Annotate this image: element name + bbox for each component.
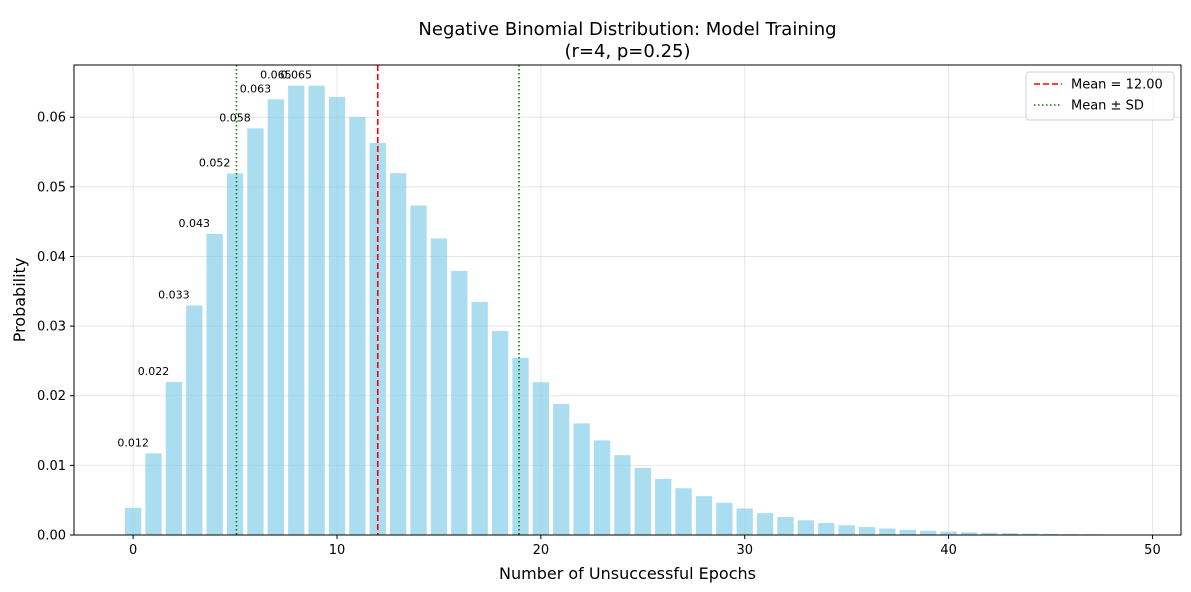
bar xyxy=(797,520,815,535)
bar xyxy=(451,270,468,535)
bar xyxy=(349,116,366,535)
bar xyxy=(410,205,427,536)
bar xyxy=(532,382,550,535)
legend: Mean = 12.00 Mean ± SD xyxy=(1025,71,1175,121)
bar xyxy=(124,507,142,535)
data-labels: 0.0120.0220.0330.0430.0520.0580.0630.065… xyxy=(117,69,312,450)
bar xyxy=(1021,533,1039,535)
ticks: 0 10 20 30 40 50 0.00 0.01 0.02 0.03 0.04 0.05 0.06 xyxy=(37,111,1161,558)
data-label: 0.065 xyxy=(260,69,292,82)
x-tick-label: 30 xyxy=(736,543,753,558)
bar xyxy=(858,527,876,535)
bar xyxy=(838,525,855,535)
bar xyxy=(634,467,651,535)
bar xyxy=(471,301,488,535)
bar xyxy=(512,357,529,535)
x-tick-label: 50 xyxy=(1144,543,1161,558)
legend-sd-label: Mean ± SD xyxy=(1071,99,1144,114)
x-tick-label: 20 xyxy=(533,543,550,558)
bar xyxy=(247,128,264,535)
bar xyxy=(818,523,835,535)
bar xyxy=(777,517,794,535)
bar xyxy=(593,440,611,535)
bar xyxy=(879,528,896,535)
bar xyxy=(165,382,183,535)
bar xyxy=(328,96,346,536)
bar xyxy=(553,404,570,535)
data-label: 0.043 xyxy=(179,217,211,230)
bar xyxy=(756,513,774,535)
bar xyxy=(491,331,509,535)
chart-subtitle: (r=4, p=0.25) xyxy=(564,41,690,62)
x-tick-label: 40 xyxy=(940,543,957,558)
reference-lines xyxy=(235,65,520,535)
y-tick-label: 0.05 xyxy=(37,180,66,195)
bars xyxy=(124,85,1141,536)
y-tick-label: 0.04 xyxy=(37,250,66,265)
data-label: 0.052 xyxy=(199,157,231,170)
bar xyxy=(920,530,937,535)
data-label: 0.058 xyxy=(219,111,251,124)
y-tick-label: 0.02 xyxy=(37,389,66,404)
data-label: 0.022 xyxy=(138,365,170,378)
y-tick-label: 0.00 xyxy=(37,529,66,544)
data-label: 0.065 xyxy=(280,69,312,82)
bar xyxy=(960,532,978,535)
bar xyxy=(1001,533,1018,535)
bar xyxy=(288,85,305,536)
legend-mean-label: Mean = 12.00 xyxy=(1071,78,1163,93)
y-tick-label: 0.01 xyxy=(37,459,66,474)
bar xyxy=(655,478,672,535)
bar xyxy=(308,85,325,536)
bar xyxy=(1042,533,1059,535)
bar xyxy=(695,496,713,535)
bar xyxy=(389,173,407,535)
bar xyxy=(145,453,162,535)
bar xyxy=(573,423,590,535)
data-label: 0.063 xyxy=(240,82,272,95)
bar xyxy=(430,238,448,536)
bar xyxy=(186,305,203,535)
y-tick-label: 0.06 xyxy=(37,111,66,126)
x-tick-label: 0 xyxy=(129,543,137,558)
plot-frame xyxy=(73,64,1182,536)
chart-title: Negative Binomial Distribution: Model Tr… xyxy=(418,19,836,40)
bar xyxy=(736,508,753,535)
bar xyxy=(940,531,957,535)
bar xyxy=(716,502,733,535)
data-label: 0.012 xyxy=(117,436,149,449)
legend-box xyxy=(1025,71,1175,121)
bar xyxy=(981,532,998,535)
bar xyxy=(614,455,631,535)
x-tick-label: 10 xyxy=(329,543,346,558)
bar xyxy=(226,173,244,535)
bar xyxy=(267,99,284,536)
y-axis-label: Probability xyxy=(10,258,29,343)
data-label: 0.033 xyxy=(158,289,190,302)
bar xyxy=(675,488,692,535)
bar xyxy=(206,233,223,535)
y-tick-label: 0.03 xyxy=(37,320,66,335)
bar xyxy=(899,529,916,535)
x-axis-label: Number of Unsuccessful Epochs xyxy=(499,564,756,583)
